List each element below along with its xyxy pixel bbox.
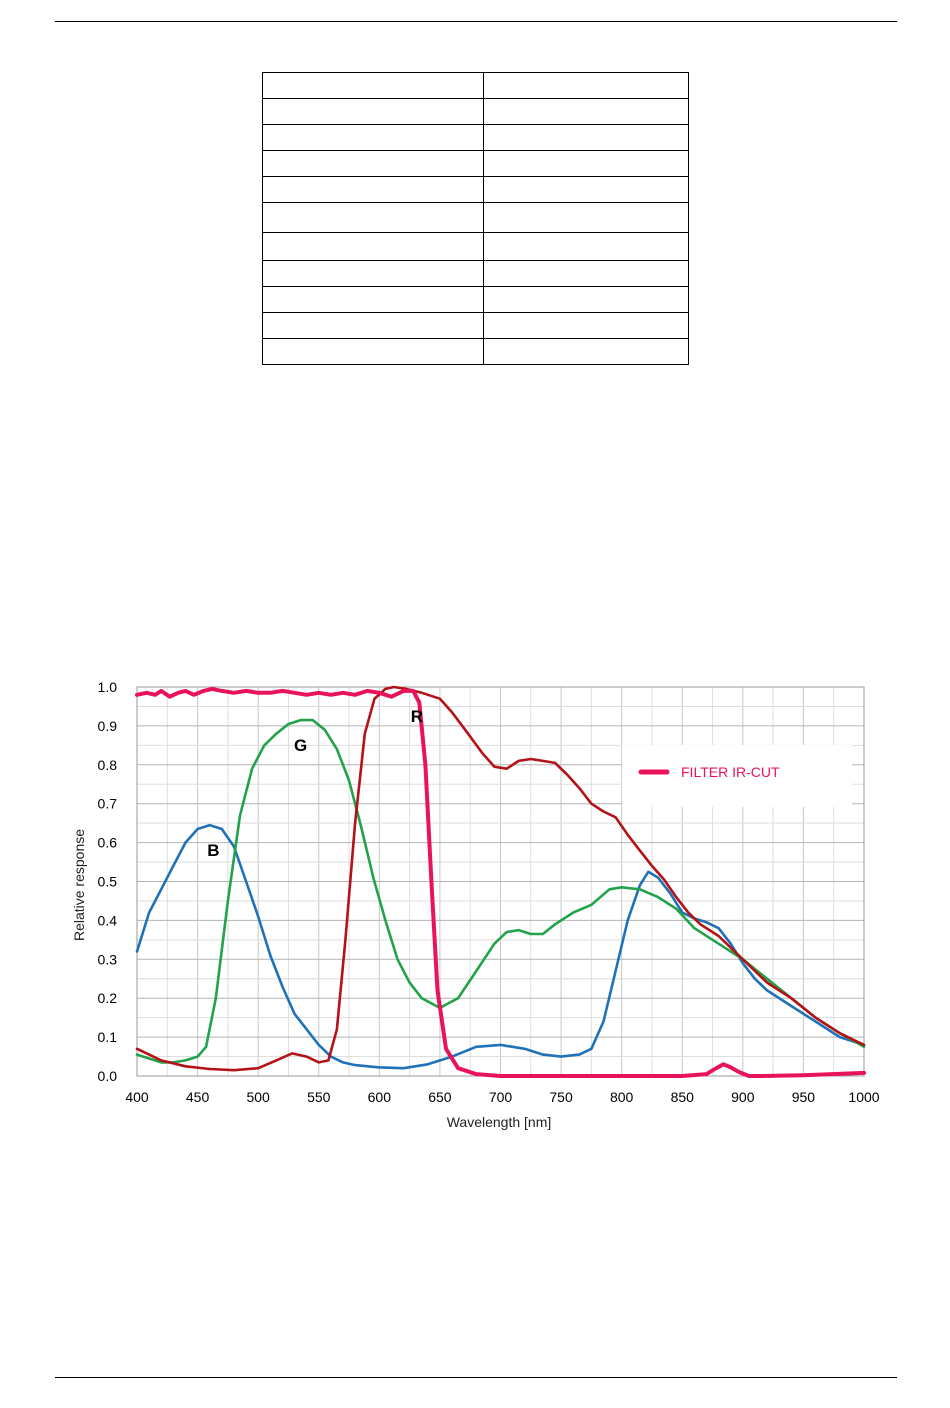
spectral-response-chart: FILTER IR-CUT B G R 400 450 500 550 600 650 700 7… — [60, 675, 890, 1145]
y-tick-label: 0.8 — [98, 757, 118, 773]
x-tick-label: 750 — [549, 1089, 573, 1105]
y-tick-label: 0.9 — [98, 718, 118, 734]
curve-label-r: R — [411, 707, 423, 726]
table-row — [262, 72, 689, 99]
table-cell — [262, 72, 484, 99]
y-tick-label: 0.6 — [98, 835, 118, 851]
x-tick-label: 400 — [125, 1089, 149, 1105]
x-axis-ticks: 400 450 500 550 600 650 700 750 800 850 900 950 1000 — [125, 1089, 879, 1105]
table-cell — [262, 286, 484, 313]
y-tick-label: 0.1 — [98, 1029, 118, 1045]
y-tick-label: 0.2 — [98, 990, 118, 1006]
table-cell — [262, 98, 484, 125]
table-cell — [483, 176, 689, 203]
x-tick-label: 550 — [307, 1089, 331, 1105]
series-line-b — [135, 823, 866, 1070]
x-tick-label: 900 — [731, 1089, 755, 1105]
series-line-g — [135, 718, 866, 1064]
table-cell — [483, 260, 689, 287]
table-cell — [483, 150, 689, 177]
curve-label-g: G — [294, 736, 307, 755]
table-row — [262, 286, 689, 313]
x-tick-label: 500 — [246, 1089, 270, 1105]
x-tick-label: 850 — [671, 1089, 695, 1105]
table-cell — [262, 232, 484, 261]
table-cell — [483, 72, 689, 99]
table-cell — [483, 338, 689, 365]
header-rule — [55, 21, 897, 22]
x-tick-label: 1000 — [848, 1089, 879, 1105]
legend-box — [622, 745, 852, 807]
table-row — [262, 176, 689, 203]
table-row — [262, 98, 689, 125]
table-row — [262, 338, 689, 365]
table-row — [262, 232, 689, 261]
table-row — [262, 312, 689, 339]
x-tick-label: 950 — [792, 1089, 816, 1105]
spec-table — [262, 72, 689, 365]
table-cell — [483, 98, 689, 125]
x-tick-label: 700 — [489, 1089, 513, 1105]
table-cell — [262, 150, 484, 177]
x-tick-label: 800 — [610, 1089, 634, 1105]
y-tick-label: 1.0 — [98, 679, 118, 695]
y-tick-label: 0.0 — [98, 1068, 118, 1084]
table-cell — [262, 124, 484, 151]
y-tick-label: 0.5 — [98, 874, 118, 890]
table-cell — [262, 260, 484, 287]
curve-labels: B G R — [207, 707, 423, 860]
table-cell — [262, 202, 484, 233]
chart-legend: FILTER IR-CUT — [622, 745, 852, 807]
x-tick-label: 600 — [368, 1089, 392, 1105]
table-cell — [483, 124, 689, 151]
table-row — [262, 260, 689, 287]
table-cell — [483, 232, 689, 261]
table-cell — [483, 286, 689, 313]
legend-label-ir-cut: FILTER IR-CUT — [681, 764, 780, 780]
y-tick-label: 0.4 — [98, 912, 118, 928]
chart-svg: FILTER IR-CUT B G R 400 450 500 550 600 650 700 7… — [71, 679, 880, 1130]
curve-label-b: B — [207, 841, 219, 860]
y-axis-title: Relative response — [71, 829, 87, 941]
table-row — [262, 124, 689, 151]
table-cell — [262, 338, 484, 365]
x-tick-label: 450 — [186, 1089, 210, 1105]
table-cell — [483, 202, 689, 233]
y-tick-label: 0.3 — [98, 951, 118, 967]
y-tick-label: 0.7 — [98, 796, 118, 812]
series-line-filter-ir-cut — [135, 686, 866, 1078]
x-axis-title: Wavelength [nm] — [447, 1114, 552, 1130]
y-axis-ticks: 0.0 0.1 0.2 0.3 0.4 0.5 0.6 0.7 0.8 0.9 1.0 — [98, 679, 118, 1084]
footer-rule — [55, 1377, 897, 1378]
table-cell — [262, 312, 484, 339]
spec-table-body — [262, 72, 689, 365]
table-row — [262, 150, 689, 177]
table-cell — [262, 176, 484, 203]
table-cell — [483, 312, 689, 339]
table-row — [262, 202, 689, 233]
series-line-r — [135, 685, 866, 1072]
x-tick-label: 650 — [428, 1089, 452, 1105]
chart-series — [135, 685, 866, 1078]
chart-grid — [136, 686, 865, 1077]
